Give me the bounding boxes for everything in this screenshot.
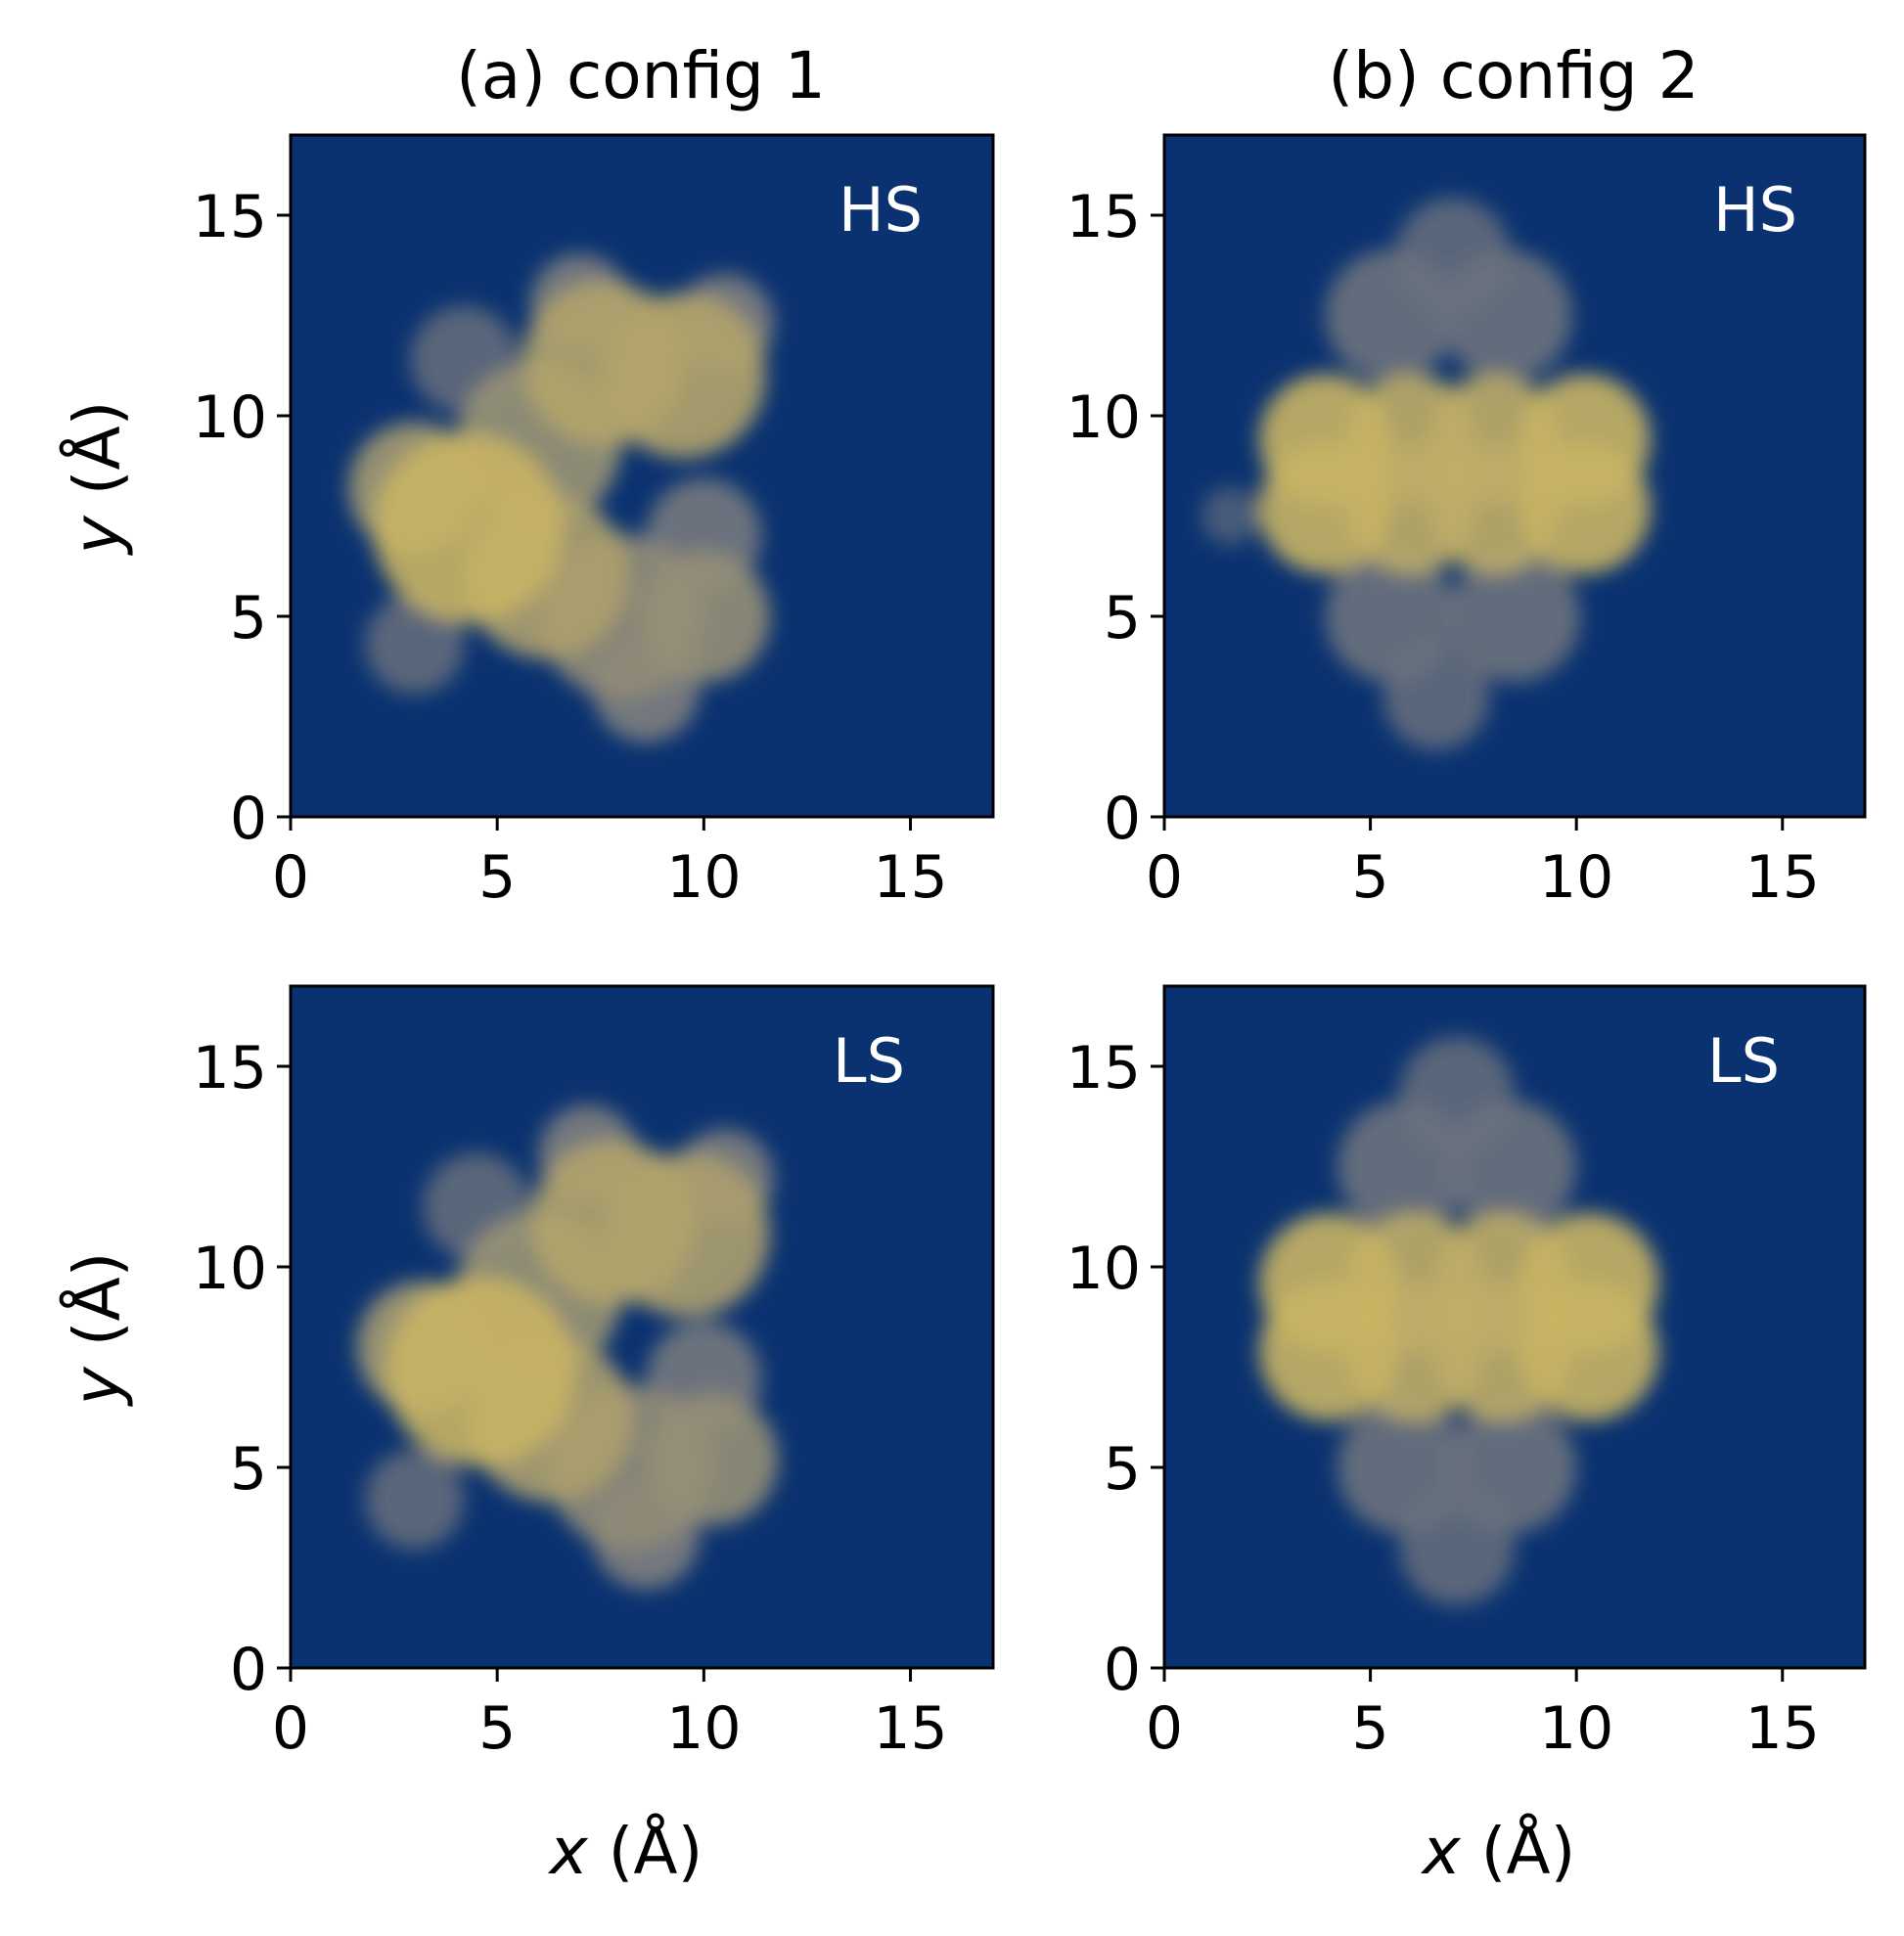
panel-3-density-blob [529,1140,696,1306]
x-axis-label-a: x (Å) [548,1814,703,1889]
panel-3-x-tick-label: 15 [873,1694,947,1763]
panel-1-density-blob [365,595,465,695]
panel-2-y-tick-label: 0 [1104,785,1141,853]
panel-2-density-blob [1448,550,1581,683]
panel-4-x-tick-label: 10 [1539,1694,1613,1763]
panel-2-y-tick-label: 5 [1104,584,1141,653]
panel-1-state-label: HS [839,174,923,246]
panel-2-state-label: HS [1713,174,1797,246]
panel-1-frame [289,133,995,819]
panel-2-x-tick-label: 10 [1539,843,1613,912]
panel-3-density [356,1104,779,1590]
panel-4-y-tick-label: 5 [1104,1435,1141,1504]
panel-4-density-blob [1337,1101,1470,1233]
panel-2-density-blob [1428,441,1561,574]
panel-3-density-blob [646,1393,779,1526]
panel-4-y-tick-label: 0 [1104,1636,1141,1704]
panel-4-density-blob [1444,1101,1577,1233]
panel-4-y-tick-label: 10 [1066,1235,1141,1303]
panel-1-density [348,253,775,743]
panel-3-y-tick-label: 0 [230,1636,267,1704]
panel-1-density-blob [600,293,766,459]
panel-3-x-tick-label: 5 [478,1694,516,1763]
panel-2-x-tick-label: 0 [1146,843,1183,912]
panel-4-density [1258,1036,1659,1605]
panel-3-frame [289,984,995,1670]
panel-4-density-blob [1258,1281,1400,1421]
panel-2-x-tick-label: 15 [1745,843,1820,912]
panel-2-x-tick-label: 5 [1351,843,1388,912]
panel-1-y-tick-label: 0 [230,785,267,853]
panel-3-state-label: LS [833,1025,905,1097]
column-title-b: (b) config 2 [1328,38,1699,113]
x-axis-label-b: x (Å) [1421,1814,1576,1889]
panel-4-x-tick-label: 5 [1351,1694,1388,1763]
y-axis-label-top: y (Å) [60,401,135,557]
panel-2-density-blob [1440,249,1572,382]
panel-1-x-tick-label: 5 [478,843,516,912]
panel-3-y-tick-label: 10 [193,1235,267,1303]
panel-1-y-tick-label: 5 [230,584,267,653]
panel-1-x-tick-label: 10 [666,843,741,912]
panel-2-frame [1162,133,1867,819]
panel-4-density-blob [1444,1401,1577,1534]
panel-3-x-tick-label: 0 [272,1694,309,1763]
y-axis-label-bottom: y (Å) [60,1252,135,1408]
column-title-a: (a) config 1 [456,38,826,113]
panel-3-y-tick-label: 5 [230,1435,267,1504]
panel-2-y-tick-label: 10 [1066,383,1141,452]
panel-1-x-tick-label: 0 [272,843,309,912]
panel-2-density-blob [1325,249,1458,382]
panel-2-density-blob [1201,487,1259,545]
panel-1-x-tick-label: 15 [873,843,947,912]
panel-3-x-tick-label: 10 [666,1694,741,1763]
panel-4-x-tick-label: 15 [1745,1694,1820,1763]
panel-4-density-blob [1337,1401,1470,1534]
panel-2-density-blob [1519,441,1651,574]
panel-4-state-label: LS [1707,1025,1780,1097]
panel-4-y-tick-label: 15 [1066,1034,1141,1103]
panel-4-x-tick-label: 0 [1146,1694,1183,1763]
panel-1-density-blob [373,432,564,623]
panel-2-density-blob [1258,441,1391,574]
panel-4-frame [1162,984,1867,1670]
panel-1-density-blob [637,550,770,683]
panel-3-density-blob [385,1276,576,1466]
panel-3-y-tick-label: 15 [193,1034,267,1103]
panel-3-density-blob [365,1450,465,1550]
panel-2-density [1201,198,1651,750]
panel-1-y-tick-label: 15 [193,183,267,251]
panel-1-y-tick-label: 10 [193,383,267,452]
panel-2-density-blob [1325,550,1458,683]
panel-4-density-blob [1519,1281,1659,1421]
panel-2-y-tick-label: 15 [1066,183,1141,251]
panels: 0 5 10 15 0 5 10 15 HS 0 5 10 15 0 5 10 15 HS 0 5 10 15 0 5 10 15… [193,133,1867,1763]
